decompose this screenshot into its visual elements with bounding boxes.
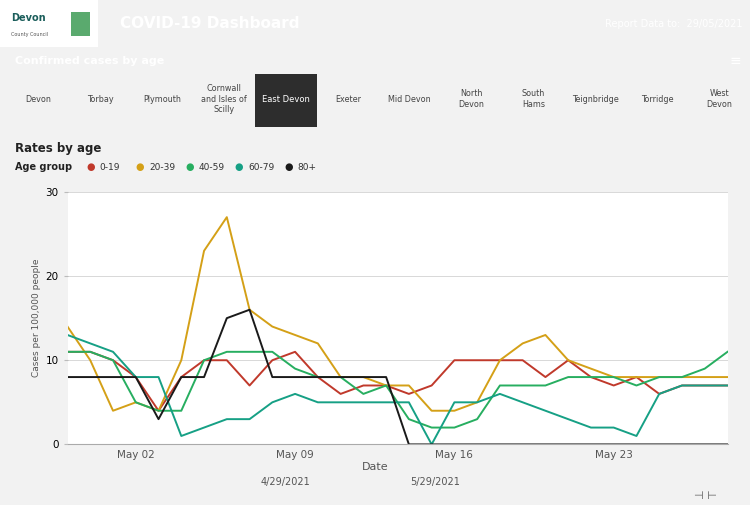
Text: 80+: 80+ [298,163,316,172]
Text: ●: ● [284,162,292,172]
Text: Plymouth: Plymouth [143,94,182,104]
Text: Exeter: Exeter [334,94,361,104]
Text: Torbay: Torbay [87,94,114,104]
FancyArrow shape [71,12,90,35]
Text: ≡: ≡ [729,54,741,68]
Text: Date: Date [362,462,388,472]
Text: East Devon: East Devon [262,94,310,104]
Text: Rates by age: Rates by age [15,142,101,155]
Y-axis label: Cases per 100,000 people: Cases per 100,000 people [32,259,41,377]
Text: ●: ● [136,162,144,172]
Text: ●: ● [235,162,243,172]
Text: 0-19: 0-19 [100,163,120,172]
Text: Report Data to:  29/05/2021: Report Data to: 29/05/2021 [605,19,742,29]
Text: Mid Devon: Mid Devon [388,94,431,104]
Text: 40-59: 40-59 [199,163,225,172]
Text: Devon: Devon [26,94,51,104]
Text: ⊣ ⊢: ⊣ ⊢ [694,491,716,501]
Text: Devon: Devon [11,13,46,23]
Text: COVID-19 Dashboard: COVID-19 Dashboard [120,16,299,31]
Text: Age group: Age group [15,162,72,172]
Text: Cornwall
and Isles of
Scilly: Cornwall and Isles of Scilly [201,84,247,114]
Text: South
Hams: South Hams [522,89,545,109]
Text: ●: ● [185,162,194,172]
Text: County Council: County Council [11,32,48,37]
Text: 4/29/2021: 4/29/2021 [260,477,310,487]
Bar [0,0,98,47]
Bar [255,74,317,127]
Text: Confirmed cases by age: Confirmed cases by age [15,56,164,66]
Text: 60-79: 60-79 [248,163,274,172]
Text: West
Devon: West Devon [706,89,732,109]
Text: Teignbridge: Teignbridge [572,94,619,104]
Text: Torridge: Torridge [641,94,674,104]
Text: 5/29/2021: 5/29/2021 [410,477,460,487]
Text: 20-39: 20-39 [149,163,176,172]
Text: ●: ● [86,162,94,172]
Text: North
Devon: North Devon [458,89,484,109]
